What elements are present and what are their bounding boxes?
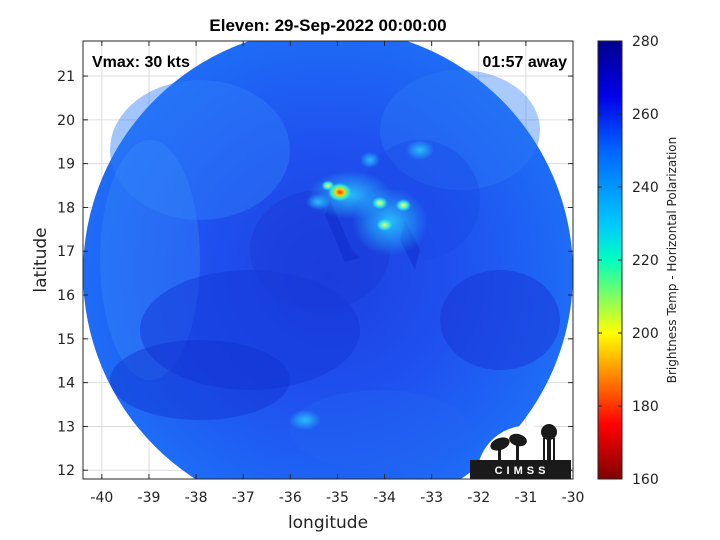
svg-text:CIMSS: CIMSS bbox=[495, 465, 550, 477]
colorbar-tick-label: 220 bbox=[632, 253, 659, 269]
x-tick-label: -37 bbox=[232, 490, 255, 506]
x-tick-label: -39 bbox=[138, 490, 161, 506]
cold-cloud-spots bbox=[321, 180, 412, 231]
cimss-logo: CIMSS bbox=[470, 424, 571, 479]
x-axis-label: longitude bbox=[288, 513, 368, 533]
vmax-annotation: Vmax: 30 kts bbox=[92, 54, 190, 71]
y-axis-label: latitude bbox=[31, 227, 51, 292]
x-tick-label: -38 bbox=[185, 490, 208, 506]
y-tick-label: 18 bbox=[57, 200, 75, 216]
chart-title: Eleven: 29-Sep-2022 00:00:00 bbox=[209, 16, 446, 35]
y-tick-label: 15 bbox=[57, 332, 75, 348]
y-tick-label: 14 bbox=[57, 376, 75, 392]
x-tick-label: -36 bbox=[279, 490, 302, 506]
plot-frame bbox=[82, 40, 574, 480]
time-away-annotation: 01:57 away bbox=[482, 54, 567, 71]
cold-cloud-spot bbox=[376, 218, 393, 231]
colorbar-tick-label: 260 bbox=[632, 107, 659, 123]
y-tick-label: 19 bbox=[57, 157, 75, 173]
cold-cloud-spot bbox=[395, 199, 412, 212]
colorbar-tick-label: 240 bbox=[632, 180, 659, 196]
swath-image bbox=[83, 41, 573, 479]
x-tick-label: -35 bbox=[326, 490, 349, 506]
y-tick-label: 17 bbox=[57, 244, 75, 260]
colorbar-tick-label: 180 bbox=[632, 399, 659, 415]
colorbar-tick-label: 160 bbox=[632, 472, 659, 488]
x-tick-label: -33 bbox=[420, 490, 443, 506]
x-tick-label: -40 bbox=[90, 490, 113, 506]
y-tick-label: 20 bbox=[57, 113, 75, 129]
cold-cloud-spot bbox=[321, 180, 335, 191]
colorbar-label: Brightness Temp - Horizontal Polarizatio… bbox=[665, 137, 679, 384]
cold-cloud-spot bbox=[372, 197, 388, 210]
y-tick-label: 16 bbox=[57, 288, 75, 304]
x-axis-ticks: -40 -39 -38 -37 -36 -35 -34 -33 -32 -31 -30 bbox=[90, 41, 584, 506]
colorbar-tick-label: 280 bbox=[632, 34, 659, 50]
x-tick-label: -34 bbox=[373, 490, 396, 506]
x-tick-label: -31 bbox=[514, 490, 537, 506]
x-tick-label: -32 bbox=[467, 490, 490, 506]
colorbar: 160 180 200 220 240 260 280 Brightness Temp - … bbox=[597, 34, 679, 488]
colorbar-tick-label: 200 bbox=[632, 326, 659, 342]
colorbar-ticks: 160 180 200 220 240 260 280 bbox=[598, 34, 659, 488]
x-tick-label: -30 bbox=[562, 490, 585, 506]
y-tick-label: 12 bbox=[57, 463, 75, 479]
y-tick-label: 13 bbox=[57, 419, 75, 435]
y-tick-label: 21 bbox=[57, 69, 75, 85]
y-axis-ticks: 12 13 14 15 16 17 18 19 20 21 bbox=[57, 69, 573, 479]
cold-cloud-spot bbox=[328, 183, 352, 202]
